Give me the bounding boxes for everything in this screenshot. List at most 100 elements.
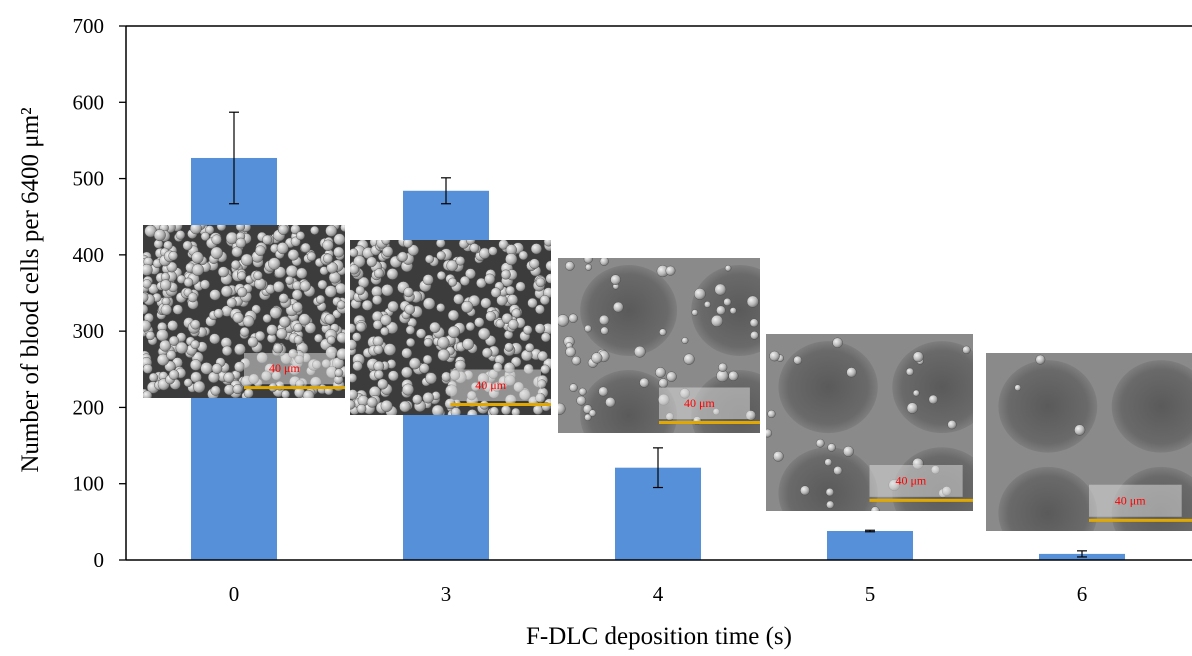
error-bar-3 xyxy=(441,177,451,205)
blood-cell xyxy=(693,288,706,300)
blood-cell xyxy=(437,336,450,349)
x-axis-title: F-DLC deposition time (s) xyxy=(526,623,792,650)
blood-cell xyxy=(634,345,646,358)
blood-cell xyxy=(436,271,446,281)
blood-cell xyxy=(143,390,153,398)
blood-cell xyxy=(382,246,394,258)
blood-cell xyxy=(223,371,235,383)
blood-cell xyxy=(190,339,200,350)
blood-cell xyxy=(350,323,356,334)
blood-cell xyxy=(230,259,241,270)
blood-cell xyxy=(213,308,224,319)
blood-cell xyxy=(293,335,303,345)
blood-cell xyxy=(296,267,308,279)
surface-pattern xyxy=(691,265,760,356)
blood-cell xyxy=(429,321,441,333)
y-tick-label: 300 xyxy=(73,319,105,343)
blood-cell xyxy=(425,372,437,385)
scale-bar-box xyxy=(1089,484,1182,517)
blood-cell xyxy=(402,383,414,396)
blood-cell xyxy=(302,389,315,398)
blood-cell xyxy=(231,246,243,258)
blood-cell xyxy=(431,404,444,415)
blood-cell xyxy=(545,273,551,284)
blood-cell xyxy=(397,251,408,262)
blood-cell xyxy=(422,354,433,365)
blood-cell xyxy=(480,297,492,309)
blood-cell xyxy=(501,405,511,415)
blood-cell xyxy=(168,369,180,380)
y-tick-label: 700 xyxy=(73,14,105,38)
y-axis-ticks: 0 100 200 300 400 500 600 700 xyxy=(73,14,126,572)
blood-cell xyxy=(296,231,305,241)
blood-cell xyxy=(477,327,491,341)
blood-cell xyxy=(535,277,546,288)
error-bar-4 xyxy=(653,447,663,489)
blood-cell xyxy=(366,256,377,268)
blood-cell xyxy=(143,319,152,332)
blood-cell xyxy=(156,329,169,342)
blood-cell xyxy=(534,323,546,334)
blood-cell xyxy=(704,301,711,308)
blood-cell xyxy=(316,294,326,304)
blood-cell xyxy=(766,428,773,438)
blood-cell xyxy=(266,324,278,336)
surface-pattern xyxy=(1111,360,1192,453)
blood-cell xyxy=(416,328,427,339)
blood-cell xyxy=(558,314,570,327)
blood-cell xyxy=(234,361,245,373)
x-tick-label: 5 xyxy=(865,582,876,606)
blood-cell xyxy=(317,279,328,290)
blood-cell xyxy=(450,407,462,415)
blood-cell xyxy=(610,274,621,285)
blood-cell xyxy=(403,240,413,248)
blood-cell xyxy=(291,289,303,301)
blood-cell xyxy=(350,399,356,410)
blood-cell xyxy=(166,350,177,361)
blood-cell xyxy=(304,322,316,334)
blood-cell xyxy=(565,261,575,271)
blood-cell xyxy=(498,240,509,250)
blood-cell xyxy=(281,389,290,398)
blood-cell xyxy=(511,308,522,319)
blood-cell xyxy=(447,325,460,339)
blood-cell xyxy=(355,285,365,296)
blood-cell xyxy=(350,373,358,383)
blood-cell xyxy=(401,366,413,379)
blood-cell xyxy=(298,313,311,326)
blood-cell xyxy=(665,265,676,276)
blood-cell xyxy=(583,258,593,264)
blood-cell xyxy=(372,294,383,305)
blood-cell xyxy=(928,394,938,405)
blood-cell xyxy=(175,230,186,240)
surface-pattern xyxy=(892,341,973,434)
blood-cell xyxy=(947,420,957,430)
blood-cell xyxy=(465,321,475,332)
blood-cell xyxy=(658,378,669,388)
blood-cell xyxy=(793,355,803,365)
blood-cell xyxy=(323,253,333,264)
blood-cell xyxy=(193,380,206,393)
blood-cell xyxy=(406,337,416,348)
blood-cell xyxy=(530,243,542,255)
blood-cell xyxy=(724,264,732,272)
blood-cell xyxy=(481,347,493,359)
blood-cell xyxy=(605,397,616,408)
blood-cell xyxy=(200,231,210,241)
blood-cell xyxy=(262,313,272,323)
blood-cell xyxy=(183,378,193,388)
y-tick-label: 0 xyxy=(94,548,105,572)
blood-cell xyxy=(540,364,550,375)
x-axis-ticks: 0 3 4 5 6 xyxy=(229,582,1088,606)
blood-cell xyxy=(1074,424,1086,436)
surface-pattern xyxy=(580,370,678,433)
blood-cell xyxy=(143,279,152,289)
blood-cell xyxy=(353,255,366,268)
blood-cell xyxy=(405,325,415,335)
blood-cell xyxy=(287,249,300,261)
blood-cell xyxy=(522,325,533,335)
blood-cell xyxy=(355,321,366,333)
blood-cell xyxy=(322,239,334,251)
inset-0: 40 μm xyxy=(143,225,345,398)
blood-cell xyxy=(234,343,246,356)
